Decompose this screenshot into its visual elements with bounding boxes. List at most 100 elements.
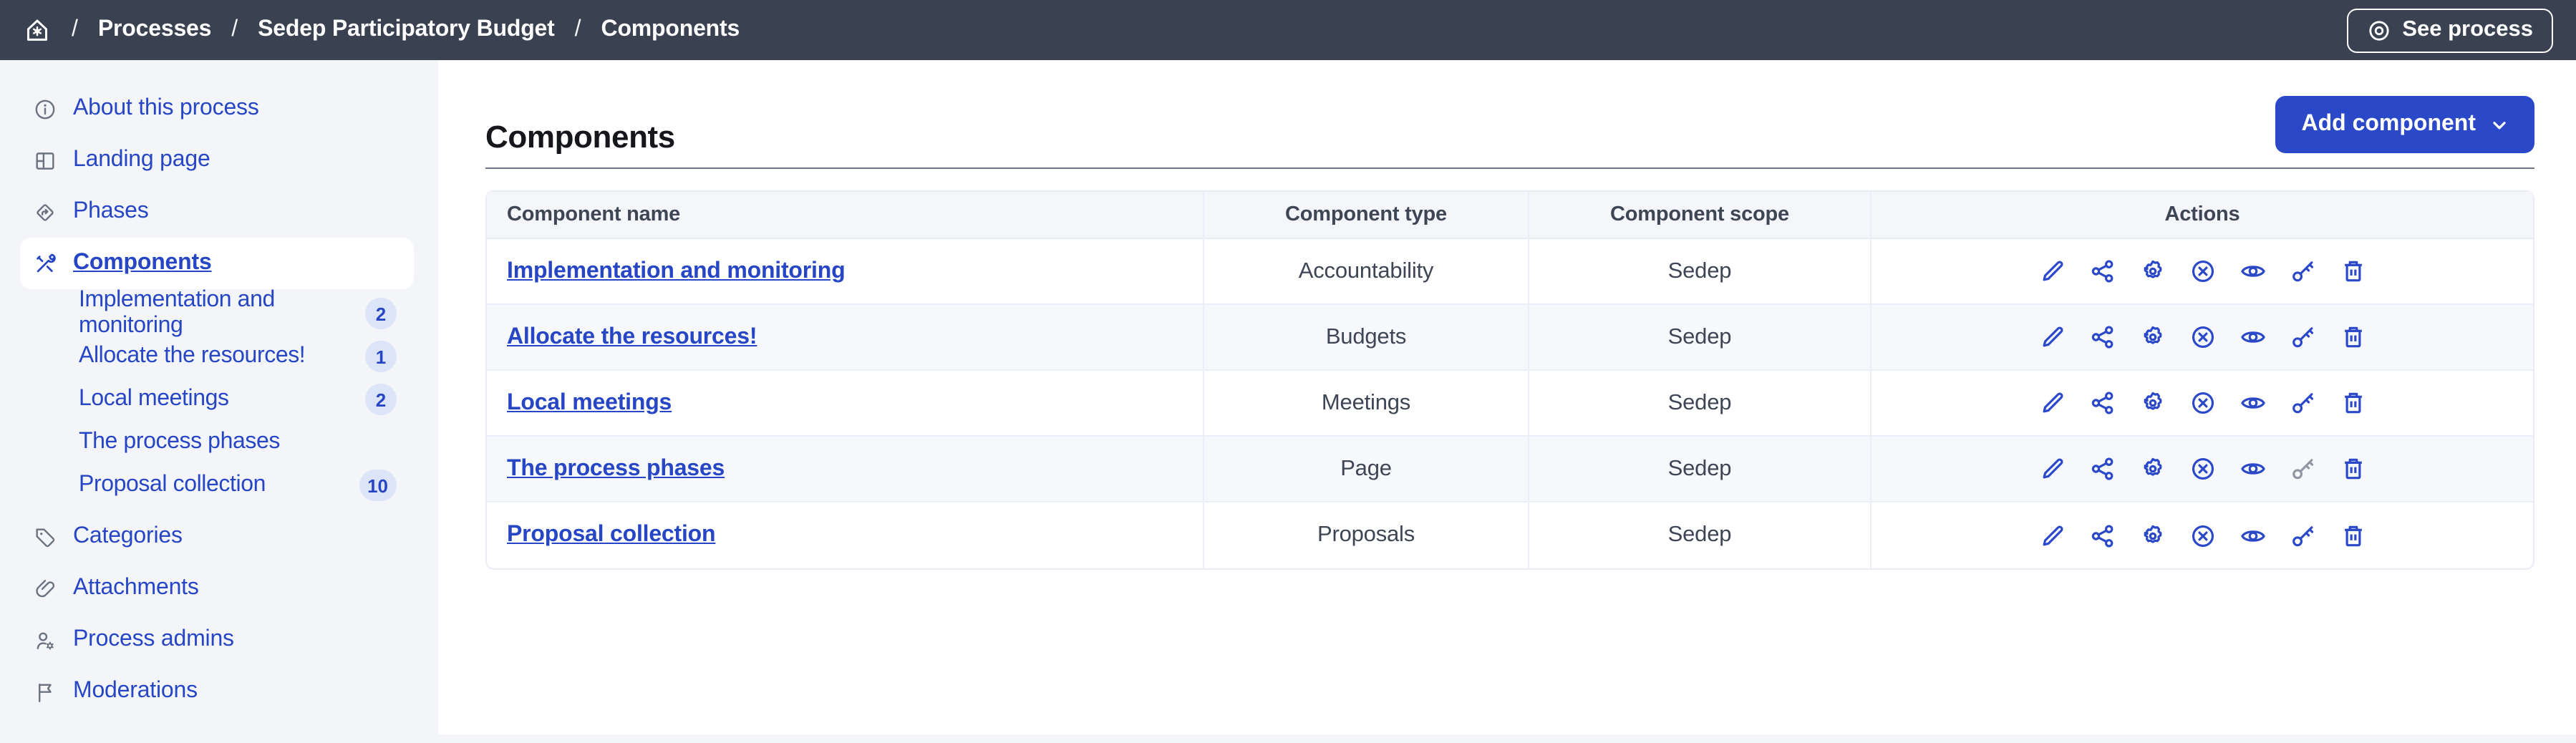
sidebar-item-phases[interactable]: Phases <box>20 186 414 238</box>
sidebar-item-components[interactable]: Components <box>20 238 414 289</box>
unpublish-circle-x-icon[interactable] <box>2184 517 2221 554</box>
breadcrumb-separator: / <box>574 17 581 42</box>
delete-trash-icon[interactable] <box>2334 319 2371 356</box>
component-type-cell: Meetings <box>1203 371 1528 437</box>
count-badge: 1 <box>365 341 397 372</box>
component-scope-cell: Sedep <box>1528 305 1870 371</box>
sidebar-item-about-this-process[interactable]: About this process <box>20 83 414 135</box>
share-icon[interactable] <box>2083 384 2121 422</box>
add-component-label: Add component <box>2301 112 2476 136</box>
preview-eye-icon[interactable] <box>2234 450 2271 487</box>
delete-trash-icon[interactable] <box>2334 253 2371 290</box>
sidebar-subitem-label: Allocate the resources! <box>79 344 306 368</box>
delete-trash-icon[interactable] <box>2334 517 2371 554</box>
preview-eye-icon[interactable] <box>2234 517 2271 554</box>
sidebar-subitem-label: Proposal collection <box>79 472 266 497</box>
sidebar-item-label: Categories <box>73 524 183 548</box>
edit-pencil-icon[interactable] <box>2033 384 2071 422</box>
delete-trash-icon[interactable] <box>2334 384 2371 422</box>
sidebar-item-categories[interactable]: Categories <box>20 511 414 563</box>
edit-pencil-icon[interactable] <box>2033 450 2071 487</box>
footer-strip <box>0 734 2576 743</box>
component-scope-cell: Sedep <box>1528 437 1870 502</box>
column-header-actions: Actions <box>1870 192 2533 239</box>
share-icon[interactable] <box>2083 253 2121 290</box>
breadcrumb-process-name[interactable]: Sedep Participatory Budget <box>258 17 555 42</box>
sidebar-item-process-admins[interactable]: Process admins <box>20 614 414 666</box>
sidebar-item-moderations[interactable]: Moderations <box>20 666 414 717</box>
sidebar-item-landing-page[interactable]: Landing page <box>20 135 414 186</box>
unpublish-circle-x-icon[interactable] <box>2184 450 2221 487</box>
permissions-key-icon[interactable] <box>2284 253 2321 290</box>
preview-eye-icon[interactable] <box>2234 384 2271 422</box>
preview-eye-icon[interactable] <box>2234 319 2271 356</box>
topbar: / Processes / Sedep Participatory Budget… <box>0 0 2576 60</box>
unpublish-circle-x-icon[interactable] <box>2184 384 2221 422</box>
eye-icon <box>2366 18 2391 42</box>
tools-icon <box>33 251 57 276</box>
admin-user-icon <box>33 628 57 652</box>
see-process-label: See process <box>2402 17 2533 42</box>
main-content: Components Add component Component name <box>438 60 2576 734</box>
sidebar-subitem-component[interactable]: Implementation and monitoring 2 <box>20 288 414 338</box>
row-actions <box>1872 384 2533 422</box>
component-name-link[interactable]: Proposal collection <box>507 523 716 547</box>
share-icon[interactable] <box>2083 450 2121 487</box>
sidebar-subitem-component[interactable]: The process phases <box>20 421 414 464</box>
sidebar-item-label: Moderations <box>73 679 198 703</box>
column-header-component-type: Component type <box>1203 192 1528 239</box>
component-name-link[interactable]: Implementation and monitoring <box>507 258 846 283</box>
sidebar-item-attachments[interactable]: Attachments <box>20 563 414 614</box>
share-icon[interactable] <box>2083 517 2121 554</box>
configure-gear-icon[interactable] <box>2134 253 2171 290</box>
configure-gear-icon[interactable] <box>2134 450 2171 487</box>
sidebar-subitem-component[interactable]: Local meetings 2 <box>20 378 414 421</box>
layout-icon <box>33 148 57 173</box>
configure-gear-icon[interactable] <box>2134 517 2171 554</box>
sidebar-item-label: Landing page <box>73 147 210 172</box>
component-name-link[interactable]: The process phases <box>507 456 725 480</box>
count-badge: 10 <box>359 470 397 501</box>
sidebar-item-label: Process admins <box>73 627 234 651</box>
unpublish-circle-x-icon[interactable] <box>2184 319 2221 356</box>
tag-icon <box>33 525 57 549</box>
add-component-button[interactable]: Add component <box>2275 96 2534 153</box>
breadcrumb-components[interactable]: Components <box>601 17 740 42</box>
table-row: Allocate the resources! Budgets Sedep <box>487 305 2533 371</box>
page-title: Components <box>485 119 675 155</box>
edit-pencil-icon[interactable] <box>2033 253 2071 290</box>
home-gear-icon[interactable] <box>23 16 52 44</box>
sidebar: About this process Landing page <box>0 60 438 734</box>
configure-gear-icon[interactable] <box>2134 384 2171 422</box>
sidebar-subitem-label: Implementation and monitoring <box>79 288 275 338</box>
main-header: Components Add component <box>485 60 2534 156</box>
see-process-button[interactable]: See process <box>2346 8 2553 52</box>
preview-eye-icon[interactable] <box>2234 253 2271 290</box>
edit-pencil-icon[interactable] <box>2033 517 2071 554</box>
share-icon[interactable] <box>2083 319 2121 356</box>
row-actions <box>1872 253 2533 290</box>
title-divider <box>485 167 2534 169</box>
unpublish-circle-x-icon[interactable] <box>2184 253 2221 290</box>
permissions-key-icon[interactable] <box>2284 384 2321 422</box>
table-row: Local meetings Meetings Sedep <box>487 371 2533 437</box>
sidebar-subitem-component[interactable]: Proposal collection 10 <box>20 464 414 507</box>
sidebar-subitem-component[interactable]: Allocate the resources! 1 <box>20 335 414 378</box>
row-actions <box>1872 319 2533 356</box>
component-name-link[interactable]: Local meetings <box>507 390 672 414</box>
permissions-key-icon[interactable] <box>2284 517 2321 554</box>
configure-gear-icon[interactable] <box>2134 319 2171 356</box>
row-actions <box>1872 450 2533 487</box>
sidebar-nav: About this process Landing page <box>0 83 438 717</box>
component-name-link[interactable]: Allocate the resources! <box>507 324 757 349</box>
permissions-key-icon[interactable] <box>2284 319 2321 356</box>
row-actions <box>1872 517 2533 554</box>
edit-pencil-icon[interactable] <box>2033 319 2071 356</box>
delete-trash-icon[interactable] <box>2334 450 2371 487</box>
column-header-component-name: Component name <box>487 192 1203 239</box>
permissions-key-icon[interactable] <box>2284 450 2321 487</box>
components-subnav: Implementation and monitoring 2 Allocate… <box>0 288 438 507</box>
sidebar-subitem-label: Local meetings <box>79 387 229 411</box>
breadcrumb-processes[interactable]: Processes <box>97 17 212 42</box>
